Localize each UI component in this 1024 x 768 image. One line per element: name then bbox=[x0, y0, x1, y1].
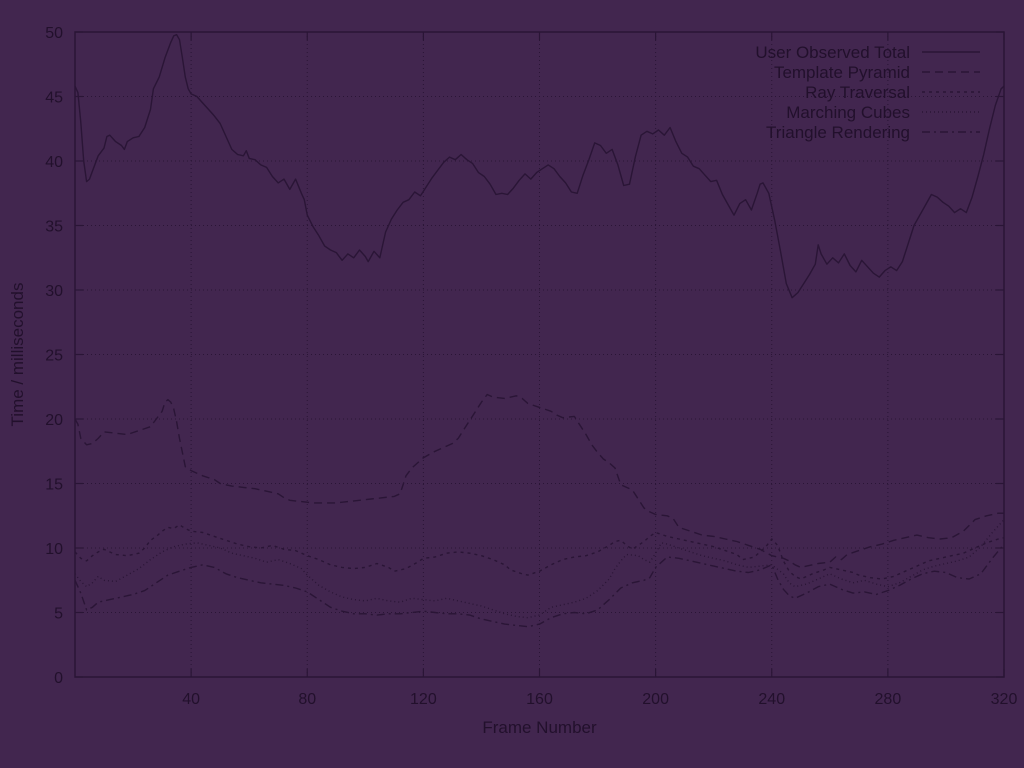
y-tick-label: 20 bbox=[45, 412, 63, 429]
y-tick-label: 5 bbox=[54, 606, 63, 623]
x-tick-label: 160 bbox=[526, 691, 553, 708]
x-tick-label: 240 bbox=[758, 691, 785, 708]
series-line-1 bbox=[74, 393, 1004, 569]
y-tick-label: 10 bbox=[45, 541, 63, 558]
y-tick-label: 25 bbox=[45, 348, 63, 365]
axis-ticks: 0 5 10 15 20 25 30 35 40 45 50 40 80 120 160 200 240 280 3… bbox=[45, 25, 1017, 708]
y-tick-label: 50 bbox=[45, 25, 63, 42]
x-tick-label: 120 bbox=[410, 691, 437, 708]
legend-label-0: User Observed Total bbox=[755, 43, 910, 62]
y-tick-label: 40 bbox=[45, 154, 63, 171]
x-axis-title: Frame Number bbox=[482, 718, 597, 737]
y-tick-label: 15 bbox=[45, 477, 63, 494]
y-axis-title: Time / milliseconds bbox=[8, 283, 27, 427]
y-tick-label: 35 bbox=[45, 219, 63, 236]
x-tick-label: 80 bbox=[298, 691, 316, 708]
x-tick-label: 320 bbox=[991, 691, 1018, 708]
legend-label-4: Triangle Rendering bbox=[766, 123, 910, 142]
grid-lines bbox=[75, 32, 1004, 677]
series-line-2 bbox=[74, 524, 1005, 580]
legend-label-3: Marching Cubes bbox=[786, 103, 910, 122]
series-line-0 bbox=[74, 33, 1005, 299]
y-tick-label: 45 bbox=[45, 90, 63, 107]
x-tick-label: 280 bbox=[875, 691, 902, 708]
y-tick-label: 30 bbox=[45, 283, 63, 300]
legend-label-2: Ray Traversal bbox=[805, 83, 910, 102]
x-tick-label: 40 bbox=[182, 691, 200, 708]
y-tick-label: 0 bbox=[54, 670, 63, 687]
x-tick-label: 200 bbox=[642, 691, 669, 708]
series-lines bbox=[74, 33, 1005, 628]
legend-label-1: Template Pyramid bbox=[774, 63, 910, 82]
